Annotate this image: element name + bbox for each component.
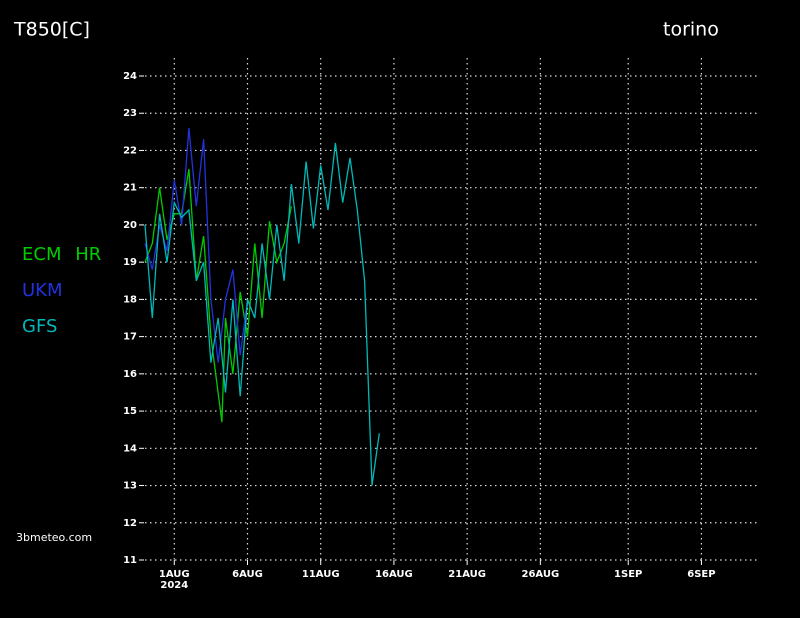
legend-label: GFS — [22, 316, 57, 337]
y-tick-label: 22 — [123, 145, 137, 156]
y-tick-label: 21 — [123, 183, 137, 194]
chart-title: T850[C] — [13, 19, 90, 41]
y-tick-label: 16 — [123, 369, 137, 380]
y-tick-label: 24 — [123, 71, 137, 82]
legend-label: UKM — [22, 280, 63, 301]
y-tick-label: 15 — [123, 406, 137, 417]
y-tick-label: 11 — [123, 555, 137, 566]
y-tick-label: 18 — [123, 294, 137, 305]
legend-label: ECM HR — [22, 244, 101, 265]
y-tick-label: 13 — [123, 481, 137, 492]
x-tick-label: 26AUG — [522, 569, 560, 580]
y-tick-label: 17 — [123, 332, 137, 343]
x-tick-label: 1AUG — [159, 569, 190, 580]
location-label: torino — [663, 19, 719, 41]
x-tick-label: 1SEP — [614, 569, 642, 580]
y-tick-label: 20 — [123, 220, 137, 231]
x-tick-label: 11AUG — [302, 569, 340, 580]
series-line — [144, 142, 380, 486]
x-tick-label: 6SEP — [687, 569, 715, 580]
y-tick-label: 14 — [123, 443, 137, 454]
source-label: 3bmeteo.com — [16, 531, 92, 544]
x-tick-label: 16AUG — [375, 569, 413, 580]
x-tick-label: 6AUG — [232, 569, 263, 580]
y-tick-label: 12 — [123, 518, 137, 529]
series-line — [144, 128, 249, 363]
x-year-label: 2024 — [160, 580, 188, 591]
x-tick-label: 21AUG — [448, 569, 486, 580]
y-tick-label: 19 — [123, 257, 137, 268]
y-tick-label: 23 — [123, 108, 137, 119]
